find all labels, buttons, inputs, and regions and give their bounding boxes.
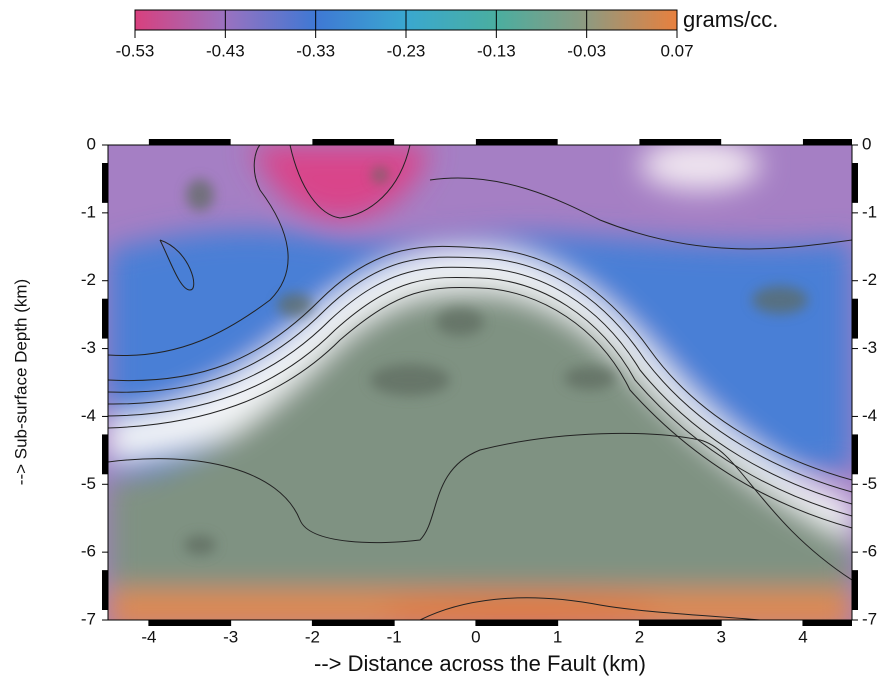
frame-bar bbox=[148, 620, 231, 626]
density-field bbox=[108, 145, 852, 620]
y2-tick-label: -1 bbox=[862, 202, 877, 221]
frame-bar bbox=[475, 139, 558, 145]
colorbar-tick-label: -0.03 bbox=[567, 41, 606, 60]
x-tick-label: 2 bbox=[635, 627, 644, 646]
colorbar-tick-label: -0.43 bbox=[206, 41, 245, 60]
colorbar-tick-label: -0.33 bbox=[296, 41, 335, 60]
frame-bar bbox=[852, 570, 858, 610]
frame-bar bbox=[312, 620, 395, 626]
colorbar-tick-label: -0.23 bbox=[387, 41, 426, 60]
y-tick-label: -1 bbox=[81, 202, 96, 221]
x-tick-label: 3 bbox=[716, 627, 725, 646]
y-axis-label: --> Sub-surface Depth (km) bbox=[11, 279, 30, 485]
y-tick-label: 0 bbox=[87, 134, 96, 153]
frame-bar bbox=[102, 298, 108, 339]
x-tick-label: -1 bbox=[387, 627, 402, 646]
y2-tick-label: -3 bbox=[862, 338, 877, 357]
y-tick-label: -7 bbox=[81, 609, 96, 628]
frame-bar bbox=[639, 620, 722, 626]
frame-bar bbox=[102, 163, 108, 203]
x-tick-label: -2 bbox=[305, 627, 320, 646]
frame-bar bbox=[802, 620, 852, 626]
frame-bar bbox=[312, 139, 395, 145]
y2-tick-label: -6 bbox=[862, 542, 877, 561]
colorbar-tick-label: 0.07 bbox=[660, 41, 693, 60]
frame-bar bbox=[639, 139, 722, 145]
y2-tick-label: 0 bbox=[862, 134, 871, 153]
frame-bar bbox=[852, 163, 858, 203]
frame-bar bbox=[475, 620, 558, 626]
frame-bar bbox=[852, 434, 858, 475]
y-tick-label: -5 bbox=[81, 474, 96, 493]
x-tick-label: 1 bbox=[553, 627, 562, 646]
frame-bar bbox=[802, 139, 852, 145]
x-tick-label: -4 bbox=[141, 627, 156, 646]
colorbar-tick-label: -0.53 bbox=[116, 41, 155, 60]
y2-tick-label: -7 bbox=[862, 609, 877, 628]
y2-tick-label: -4 bbox=[862, 406, 877, 425]
x-tick-label: 0 bbox=[471, 627, 480, 646]
x-tick-label: -3 bbox=[223, 627, 238, 646]
y2-tick-label: -2 bbox=[862, 270, 877, 289]
frame-bar bbox=[148, 139, 231, 145]
x-axis-label: --> Distance across the Fault (km) bbox=[314, 651, 646, 676]
frame-bar bbox=[852, 298, 858, 339]
frame-bar bbox=[102, 434, 108, 475]
colorbar-tick-label: -0.13 bbox=[477, 41, 516, 60]
y-tick-label: -3 bbox=[81, 338, 96, 357]
y2-tick-label: -5 bbox=[862, 474, 877, 493]
y-tick-label: -6 bbox=[81, 542, 96, 561]
frame-bars bbox=[102, 139, 858, 626]
frame-bar bbox=[102, 570, 108, 610]
colorbar-label: grams/cc. bbox=[683, 7, 778, 32]
x-tick-label: 4 bbox=[798, 627, 807, 646]
y-tick-label: -4 bbox=[81, 406, 96, 425]
y-tick-label: -2 bbox=[81, 270, 96, 289]
